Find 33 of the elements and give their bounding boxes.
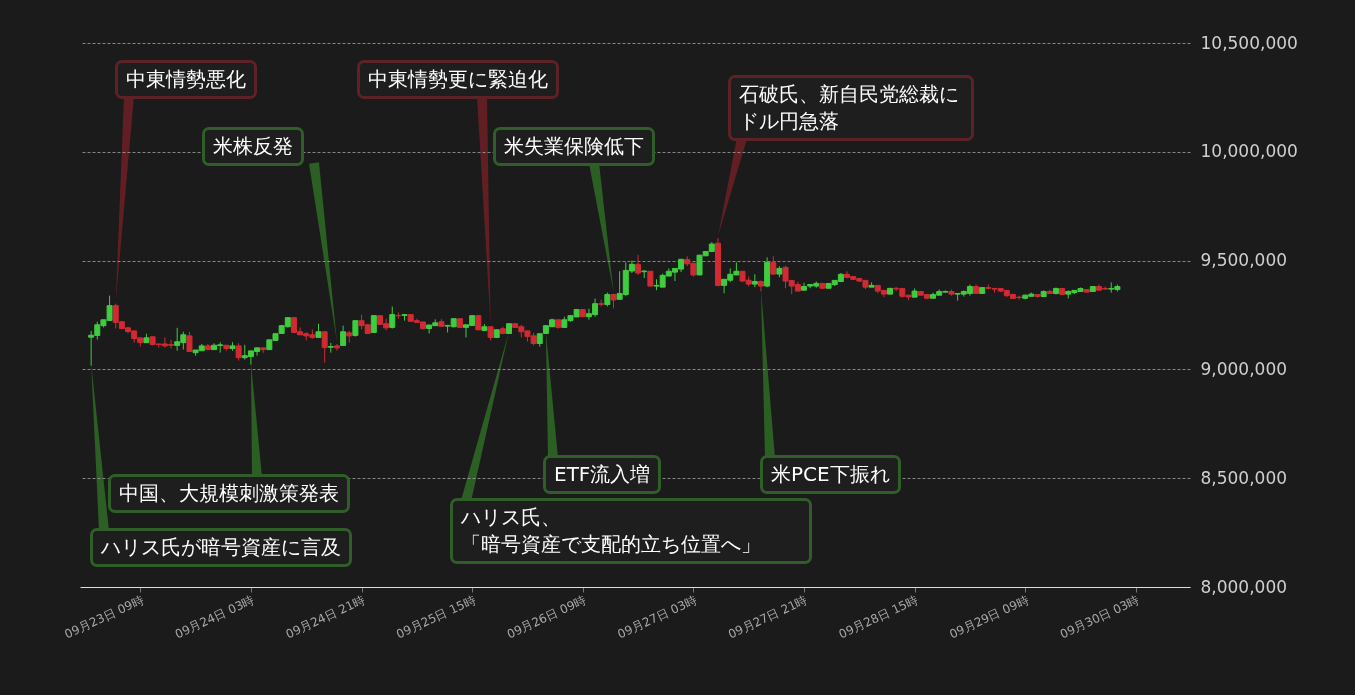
annotation: 中国、大規模刺激策発表	[108, 474, 350, 513]
annotation: 中東情勢悪化	[115, 60, 257, 99]
annotation: ETF流入増	[543, 455, 662, 494]
x-tick-label: 09月26日 09時	[504, 592, 589, 642]
annotation: 中東情勢更に緊迫化	[357, 60, 559, 99]
x-tick-label: 09月23日 09時	[62, 592, 146, 642]
y-tick-label: 9,500,000	[1200, 250, 1288, 271]
y-tick-label: 10,500,000	[1200, 32, 1298, 53]
annotation: ハリス氏が暗号資産に言及	[90, 528, 352, 567]
candlestick	[186, 331, 193, 353]
x-tick-label: 09月25日 15時	[394, 592, 478, 642]
candlestick	[340, 325, 347, 346]
annotation: ハリス氏、「暗号資産で支配的立ち位置へ」	[450, 498, 812, 564]
x-tick-label: 09月24日 21時	[283, 592, 368, 642]
candlestick	[321, 331, 328, 364]
annotation: 米失業保険低下	[493, 127, 655, 166]
x-tick-label: 09月29日 09時	[947, 592, 1031, 642]
annotation: 米株反発	[202, 127, 304, 166]
x-tick-label: 09月27日 03時	[615, 592, 699, 642]
x-tick-label: 09月24日 03時	[172, 592, 257, 642]
annotation: 石破氏、新自民党総裁にドル円急落	[728, 75, 974, 141]
y-tick-label: 10,000,000	[1200, 141, 1298, 162]
annotation: 米PCE下振れ	[760, 455, 901, 494]
y-tick-label: 8,000,000	[1200, 576, 1288, 597]
candlestick	[757, 279, 764, 292]
x-tick-label: 09月30日 03時	[1057, 592, 1142, 642]
x-tick-label: 09月28日 15時	[836, 592, 921, 642]
y-tick-label: 8,500,000	[1200, 467, 1288, 488]
candlestick	[764, 256, 771, 288]
candlestick	[770, 255, 777, 276]
candlestick	[635, 254, 642, 276]
x-tick-label: 09月27日 21時	[726, 592, 810, 642]
y-tick-label: 9,000,000	[1200, 358, 1288, 379]
